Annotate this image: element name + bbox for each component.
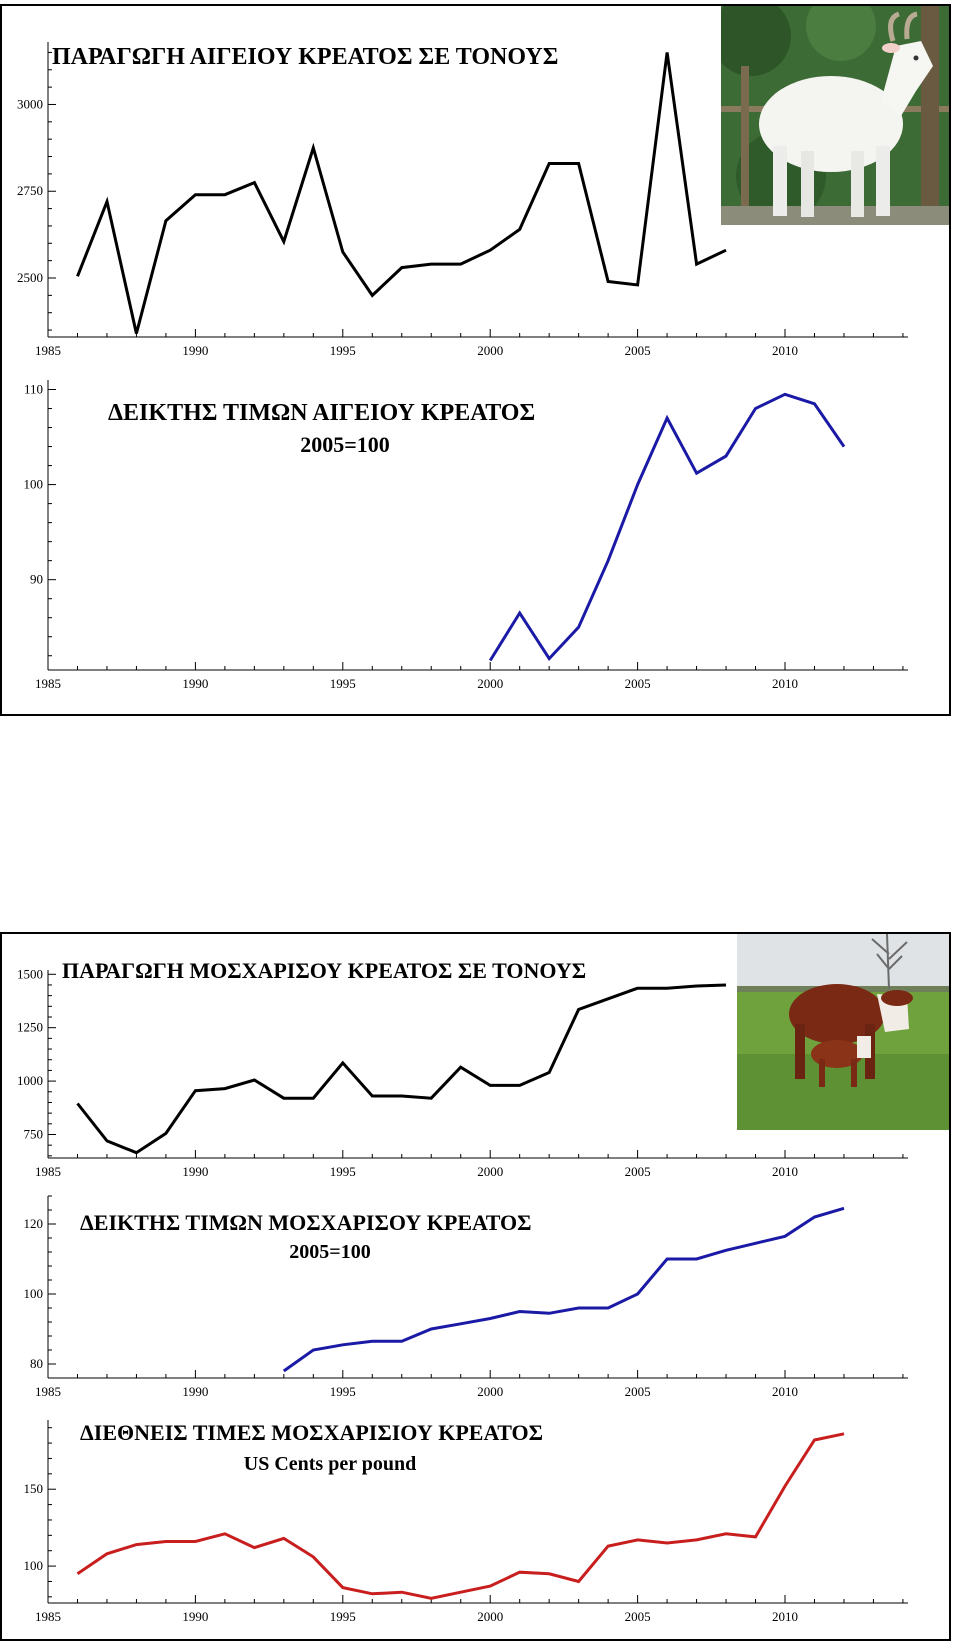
y-tick-label: 2750: [17, 183, 43, 198]
x-tick-label: 1990: [182, 1384, 208, 1399]
y-tick-label: 150: [24, 1481, 44, 1496]
series-line: [282, 1206, 845, 1373]
chart-subtitle: 2005=100: [300, 432, 390, 457]
chart-title: ΔΕΙΚΤΗΣ ΤΙΜΩΝ ΑΙΓΕΙΟΥ ΚΡΕΑΤΟΣ: [108, 400, 535, 426]
x-tick-label: 2005: [625, 676, 651, 691]
y-tick-label: 100: [24, 1558, 44, 1573]
x-tick-label: 2010: [772, 1384, 798, 1399]
x-tick-label: 1995: [330, 343, 356, 358]
x-tick-label: 1990: [182, 1609, 208, 1624]
y-tick-label: 100: [24, 1286, 44, 1301]
x-tick-label: 1995: [330, 1164, 356, 1179]
chart-title: ΔΕΙΚΤΗΣ ΤΙΜΩΝ ΜΟΣΧΑΡΙΣΟΥ ΚΡΕΑΤΟΣ: [80, 1210, 532, 1235]
series-line: [76, 1432, 845, 1600]
y-tick-label: 1500: [17, 966, 43, 981]
x-tick-label: 2000: [477, 676, 503, 691]
x-tick-label: 1985: [35, 1384, 61, 1399]
x-tick-label: 2010: [772, 676, 798, 691]
chart-subtitle: US Cents per pound: [244, 1453, 416, 1475]
x-tick-label: 2000: [477, 1164, 503, 1179]
series-line: [488, 392, 846, 662]
chart-title: ΠΑΡΑΓΩΓΗ ΜΟΣΧΑΡΙΣΟΥ ΚΡΕΑΤΟΣ ΣΕ ΤΟΝΟΥΣ: [62, 958, 586, 983]
y-tick-label: 90: [30, 572, 43, 587]
x-tick-label: 2000: [477, 1384, 503, 1399]
series-line: [76, 52, 727, 334]
y-tick-label: 750: [24, 1127, 44, 1142]
goat-price-index-chart: 1985 1990 1995 2000 2005 2010 90 100 110 ΔΕΙΚΤΗΣ …: [24, 380, 908, 691]
y-tick-label: 3000: [17, 96, 43, 111]
x-tick-label: 1985: [35, 1164, 61, 1179]
x-tick-label: 2010: [772, 1609, 798, 1624]
x-tick-label: 1985: [35, 343, 61, 358]
beef-production-chart: 1985 1990 1995 2000 2005 2010 750 1000 1250 1500 Π…: [17, 958, 908, 1179]
goat-photo: [721, 6, 949, 225]
y-tick-label: 2500: [17, 270, 43, 285]
chart-title: ΔΙΕΘΝΕΙΣ ΤΙΜΕΣ ΜΟΣΧΑΡΙΣΙΟΥ ΚΡΕΑΤΟΣ: [80, 1420, 543, 1445]
x-tick-label: 1995: [330, 676, 356, 691]
x-tick-label: 2005: [625, 343, 651, 358]
x-tick-label: 2000: [477, 1609, 503, 1624]
x-tick-label: 2010: [772, 1164, 798, 1179]
y-tick-label: 120: [24, 1216, 44, 1231]
x-tick-label: 2005: [625, 1384, 651, 1399]
chart-subtitle: 2005=100: [289, 1241, 370, 1263]
x-tick-label: 1985: [35, 1609, 61, 1624]
y-tick-label: 100: [24, 477, 44, 492]
y-tick-label: 1250: [17, 1020, 43, 1035]
goat-production-chart: 1985 1990 1995 2000 2005 2010 2500 2750 3000 ΠΑΡΑ…: [17, 42, 908, 358]
x-tick-label: 1990: [182, 343, 208, 358]
x-tick-label: 2010: [772, 343, 798, 358]
cow-photo: [737, 934, 949, 1130]
x-tick-label: 1995: [330, 1384, 356, 1399]
x-tick-label: 2000: [477, 343, 503, 358]
x-tick-label: 1990: [182, 676, 208, 691]
x-tick-label: 1985: [35, 676, 61, 691]
x-tick-label: 2005: [625, 1164, 651, 1179]
y-tick-label: 80: [30, 1356, 43, 1371]
beef-price-index-chart: 1985 1990 1995 2000 2005 2010 80 100 120 ΔΕΙΚΤΗΣ …: [24, 1195, 908, 1399]
chart-title: ΠΑΡΑΓΩΓΗ ΑΙΓΕΙΟΥ ΚΡΕΑΤΟΣ ΣΕ ΤΟΝΟΥΣ: [52, 44, 558, 70]
y-tick-label: 110: [24, 382, 43, 397]
x-tick-label: 1990: [182, 1164, 208, 1179]
x-tick-label: 2005: [625, 1609, 651, 1624]
series-line: [76, 983, 727, 1155]
x-tick-label: 1995: [330, 1609, 356, 1624]
y-tick-label: 1000: [17, 1073, 43, 1088]
